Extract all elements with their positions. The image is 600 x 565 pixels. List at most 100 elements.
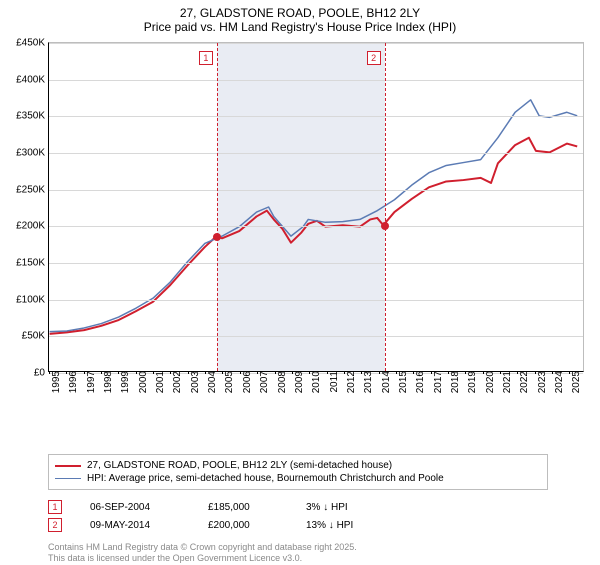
legend: 27, GLADSTONE ROAD, POOLE, BH12 2LY (sem… bbox=[48, 454, 548, 490]
y-tick-label: £250K bbox=[16, 184, 49, 195]
x-tick-label: 2015 bbox=[398, 371, 409, 393]
sale-price: £185,000 bbox=[208, 502, 278, 513]
gridline bbox=[49, 263, 583, 264]
gridline bbox=[49, 80, 583, 81]
x-tick bbox=[500, 371, 501, 374]
x-tick-label: 1995 bbox=[51, 371, 62, 393]
x-tick bbox=[292, 371, 293, 374]
sales-row: 2 09-MAY-2014 £200,000 13% ↓ HPI bbox=[48, 516, 600, 534]
x-tick-label: 2003 bbox=[190, 371, 201, 393]
x-tick-label: 2011 bbox=[329, 371, 340, 393]
x-tick bbox=[257, 371, 258, 374]
x-tick-label: 2007 bbox=[259, 371, 270, 393]
legend-swatch bbox=[55, 478, 81, 479]
sale-date: 06-SEP-2004 bbox=[90, 502, 180, 513]
sale-delta: 13% ↓ HPI bbox=[306, 520, 353, 531]
x-tick bbox=[49, 371, 50, 374]
x-tick-label: 2024 bbox=[554, 371, 565, 393]
chart-lines bbox=[49, 43, 583, 371]
y-tick-label: £450K bbox=[16, 38, 49, 49]
sale-vline bbox=[217, 43, 218, 371]
chart: £0£50K£100K£150K£200K£250K£300K£350K£400… bbox=[0, 36, 600, 416]
chart-title-block: 27, GLADSTONE ROAD, POOLE, BH12 2LY Pric… bbox=[0, 0, 600, 36]
x-tick-label: 1997 bbox=[86, 371, 97, 393]
x-tick bbox=[240, 371, 241, 374]
x-tick bbox=[275, 371, 276, 374]
sale-dot-icon bbox=[381, 222, 389, 230]
sale-marker-icon: 2 bbox=[367, 51, 381, 65]
x-tick-label: 2004 bbox=[207, 371, 218, 393]
series-hpi bbox=[50, 100, 578, 332]
x-tick bbox=[188, 371, 189, 374]
y-tick-label: £50K bbox=[22, 331, 49, 342]
legend-swatch bbox=[55, 465, 81, 467]
sale-marker-icon: 2 bbox=[48, 518, 62, 532]
x-tick-label: 1998 bbox=[103, 371, 114, 393]
footnote: Contains HM Land Registry data © Crown c… bbox=[48, 542, 600, 565]
sale-marker-icon: 1 bbox=[48, 500, 62, 514]
sale-vline bbox=[385, 43, 386, 371]
x-tick-label: 2005 bbox=[224, 371, 235, 393]
series-price_paid bbox=[50, 138, 578, 334]
gridline bbox=[49, 116, 583, 117]
x-tick bbox=[396, 371, 397, 374]
x-tick bbox=[101, 371, 102, 374]
gridline bbox=[49, 300, 583, 301]
x-tick bbox=[483, 371, 484, 374]
y-tick-label: £150K bbox=[16, 258, 49, 269]
x-tick bbox=[448, 371, 449, 374]
x-tick-label: 2013 bbox=[363, 371, 374, 393]
x-tick-label: 2006 bbox=[242, 371, 253, 393]
legend-row: HPI: Average price, semi-detached house,… bbox=[55, 472, 541, 485]
x-tick-label: 2012 bbox=[346, 371, 357, 393]
plot-area: £0£50K£100K£150K£200K£250K£300K£350K£400… bbox=[48, 42, 584, 372]
x-tick bbox=[84, 371, 85, 374]
x-tick bbox=[205, 371, 206, 374]
x-tick bbox=[153, 371, 154, 374]
x-tick bbox=[344, 371, 345, 374]
x-tick bbox=[327, 371, 328, 374]
x-tick-label: 2010 bbox=[311, 371, 322, 393]
x-tick-label: 2023 bbox=[537, 371, 548, 393]
x-tick-label: 2009 bbox=[294, 371, 305, 393]
x-tick-label: 2022 bbox=[519, 371, 530, 393]
footnote-line: This data is licensed under the Open Gov… bbox=[48, 553, 600, 564]
legend-text: HPI: Average price, semi-detached house,… bbox=[87, 473, 444, 484]
x-tick-label: 2001 bbox=[155, 371, 166, 393]
x-tick-label: 2021 bbox=[502, 371, 513, 393]
x-tick-label: 2019 bbox=[467, 371, 478, 393]
y-tick-label: £100K bbox=[16, 294, 49, 305]
x-tick-label: 2002 bbox=[172, 371, 183, 393]
x-tick bbox=[431, 371, 432, 374]
x-tick bbox=[136, 371, 137, 374]
sale-price: £200,000 bbox=[208, 520, 278, 531]
x-tick bbox=[535, 371, 536, 374]
gridline bbox=[49, 336, 583, 337]
x-tick-label: 2025 bbox=[571, 371, 582, 393]
gridline bbox=[49, 153, 583, 154]
legend-row: 27, GLADSTONE ROAD, POOLE, BH12 2LY (sem… bbox=[55, 459, 541, 472]
x-tick-label: 1996 bbox=[68, 371, 79, 393]
legend-text: 27, GLADSTONE ROAD, POOLE, BH12 2LY (sem… bbox=[87, 460, 392, 471]
y-tick-label: £400K bbox=[16, 74, 49, 85]
x-tick bbox=[379, 371, 380, 374]
gridline bbox=[49, 43, 583, 44]
y-tick-label: £300K bbox=[16, 148, 49, 159]
sale-delta: 3% ↓ HPI bbox=[306, 502, 348, 513]
x-tick-label: 2020 bbox=[485, 371, 496, 393]
sales-table: 1 06-SEP-2004 £185,000 3% ↓ HPI 2 09-MAY… bbox=[48, 498, 600, 534]
x-tick-label: 2018 bbox=[450, 371, 461, 393]
x-tick-label: 2016 bbox=[415, 371, 426, 393]
gridline bbox=[49, 226, 583, 227]
sales-row: 1 06-SEP-2004 £185,000 3% ↓ HPI bbox=[48, 498, 600, 516]
x-tick-label: 2008 bbox=[277, 371, 288, 393]
x-tick-label: 1999 bbox=[120, 371, 131, 393]
footnote-line: Contains HM Land Registry data © Crown c… bbox=[48, 542, 600, 553]
sale-marker-icon: 1 bbox=[199, 51, 213, 65]
y-tick-label: £200K bbox=[16, 221, 49, 232]
chart-title-line1: 27, GLADSTONE ROAD, POOLE, BH12 2LY bbox=[0, 6, 600, 20]
x-tick-label: 2017 bbox=[433, 371, 444, 393]
y-tick-label: £0 bbox=[34, 368, 49, 379]
gridline bbox=[49, 190, 583, 191]
x-tick bbox=[552, 371, 553, 374]
